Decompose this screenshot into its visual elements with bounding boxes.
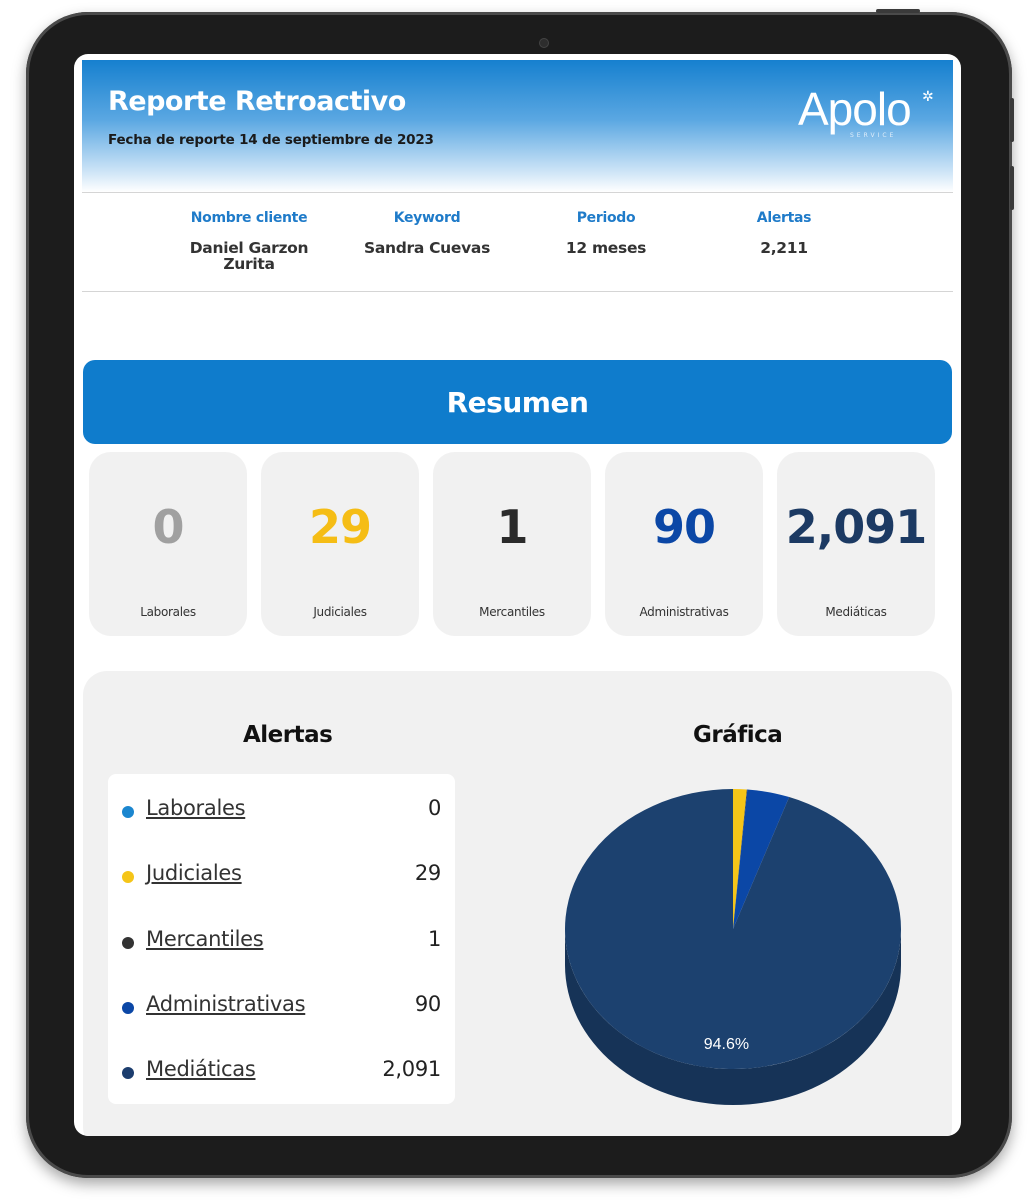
camera <box>540 39 548 47</box>
stat-value: 90 <box>652 500 716 554</box>
stat-card-administrativas: 90 Administrativas <box>605 452 763 636</box>
alert-link-laborales[interactable]: Laborales <box>146 796 246 820</box>
stat-label: Administrativas <box>639 605 729 619</box>
volume-down-button <box>1010 166 1014 210</box>
list-item: Laborales 0 <box>108 796 455 826</box>
info-keyword: Keyword Sandra Cuevas <box>342 210 512 256</box>
info-period: Periodo 12 meses <box>521 210 691 256</box>
bullet-icon <box>122 806 134 818</box>
alerts-title: Alertas <box>243 722 333 748</box>
list-item: Mediáticas 2,091 <box>108 1057 455 1087</box>
alert-link-mediaticas[interactable]: Mediáticas <box>146 1057 256 1081</box>
volume-up-button <box>1010 98 1014 142</box>
stat-card-mercantiles: 1 Mercantiles <box>433 452 591 636</box>
alert-link-administrativas[interactable]: Administrativas <box>146 992 306 1016</box>
info-value: Daniel Garzon Zurita <box>189 239 309 273</box>
stat-label: Judiciales <box>313 605 367 619</box>
stat-value: 0 <box>152 500 184 554</box>
pie-data-label: 94.6% <box>704 1036 749 1053</box>
summary-banner: Resumen <box>83 360 952 444</box>
pie-slice-mercantiles <box>733 789 748 929</box>
info-value: 2,211 <box>760 239 808 257</box>
info-value: Sandra Cuevas <box>363 239 491 257</box>
info-client: Nombre cliente Daniel Garzon Zurita <box>164 210 334 272</box>
stat-value: 2,091 <box>785 500 928 554</box>
alerts-list: Laborales 0 Judiciales 29 Mercantiles 1 … <box>108 774 455 1104</box>
pie-depth <box>565 929 901 1105</box>
stat-label: Mediáticas <box>825 605 887 619</box>
stat-card-laborales: 0 Laborales <box>89 452 247 636</box>
divider <box>82 291 953 292</box>
alert-link-mercantiles[interactable]: Mercantiles <box>146 927 264 951</box>
stat-value: 29 <box>308 500 372 554</box>
power-button <box>876 9 920 13</box>
info-label: Nombre cliente <box>190 210 308 226</box>
stat-label: Mercantiles <box>479 605 545 619</box>
pie-slice-judiciales <box>733 789 747 929</box>
info-label: Periodo <box>576 210 636 226</box>
info-value: 12 meses <box>565 239 647 257</box>
info-label: Keyword <box>393 210 461 226</box>
report-title: Reporte Retroactivo <box>108 86 406 117</box>
info-label: Alertas <box>756 210 812 226</box>
info-alerts: Alertas 2,211 <box>699 210 869 256</box>
list-item: Administrativas 90 <box>108 992 455 1022</box>
alert-link-judiciales[interactable]: Judiciales <box>146 861 242 885</box>
logo-star-icon: ✲ <box>922 89 934 105</box>
alert-count: 90 <box>414 992 441 1016</box>
stat-card-judiciales: 29 Judiciales <box>261 452 419 636</box>
pie-slice-mediáticas <box>565 789 901 1069</box>
alert-count: 2,091 <box>382 1057 441 1081</box>
pie-chart: 94.6% <box>565 789 901 1105</box>
stat-label: Laborales <box>140 605 196 619</box>
bullet-icon <box>122 871 134 883</box>
alert-count: 0 <box>427 796 441 820</box>
alert-count: 1 <box>427 927 441 951</box>
stat-value: 1 <box>496 500 528 554</box>
screen: Reporte Retroactivo Fecha de reporte 14 … <box>74 54 961 1136</box>
report-date: Fecha de reporte 14 de septiembre de 202… <box>108 132 434 148</box>
alert-count: 29 <box>414 861 441 885</box>
chart-title: Gráfica <box>693 722 783 748</box>
apolo-logo: Apolo <box>798 83 912 135</box>
bullet-icon <box>122 1002 134 1014</box>
stat-card-mediaticas: 2,091 Mediáticas <box>777 452 935 636</box>
report-header: Reporte Retroactivo Fecha de reporte 14 … <box>82 60 953 192</box>
bullet-icon <box>122 937 134 949</box>
bullet-icon <box>122 1067 134 1079</box>
list-item: Judiciales 29 <box>108 861 455 891</box>
divider <box>82 192 953 193</box>
pie-slice-administrativas <box>733 789 790 929</box>
logo-subtitle: SERVICE <box>850 132 897 139</box>
list-item: Mercantiles 1 <box>108 927 455 957</box>
